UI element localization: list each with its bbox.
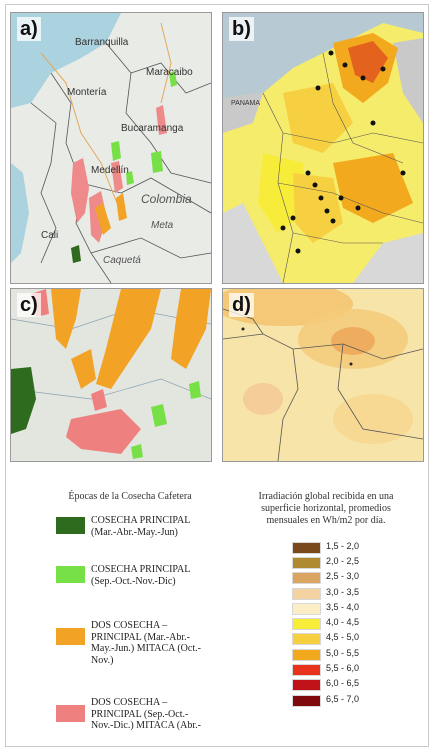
legend-swatch [292,572,321,584]
place-label: Montería [67,87,107,98]
legend-swatch [292,695,321,707]
place-label: Bucaramanga [121,123,184,134]
legend-swatch [292,603,321,615]
place-label: Cali [41,230,58,241]
panel-a-harvest-map: Barranquilla Maracaibo Montería Bucarama… [10,12,212,284]
harvest-legend-title: Épocas de la Cosecha Cafetera [68,491,192,502]
legend-label: 2,0 - 2,5 [326,556,360,566]
legend-label: 5,0 - 5,5 [326,648,360,658]
legend-label: DOS COSECHA – PRINCIPAL (Mar.-Abr.- May.… [91,620,201,666]
legend-label: 3,0 - 3,5 [326,587,360,597]
irradiation-legend-title: Irradiación global recibida en una super… [258,491,394,526]
panel-label-b: b) [229,17,254,41]
panel-c-harvest-detail-map: c) [10,288,212,462]
panel-b-map-graphic: PANAMA [223,13,423,283]
legend-label: 2,5 - 3,0 [326,571,360,581]
legend-label: 3,5 - 4,0 [326,602,360,612]
legend-swatch [56,705,85,722]
place-label: PANAMA [231,100,260,107]
place-label: Caquetá [103,255,141,266]
legend-swatch [292,542,321,554]
legend-label: 1,5 - 2,0 [326,541,360,551]
panel-a-place-labels: Barranquilla Maracaibo Montería Bucarama… [41,37,193,266]
legend-swatch [292,664,321,676]
legend-swatch [292,588,321,600]
legend-label: DOS COSECHA – PRINCIPAL (Sep.-Oct.- Nov.… [91,697,201,731]
panel-label-a: a) [17,17,41,41]
legend-swatch [292,618,321,630]
panel-label-c: c) [17,293,41,317]
legend-label: 4,5 - 5,0 [326,632,360,642]
legend-label: 4,0 - 4,5 [326,617,360,627]
legend-swatch [292,649,321,661]
legend-label: COSECHA PRINCIPAL (Mar.-Abr.-May.-Jun) [91,515,191,538]
legend-label: 6,5 - 7,0 [326,694,360,704]
legend-label: 5,5 - 6,0 [326,663,360,673]
legend-swatch [56,628,85,645]
place-label: Maracaibo [146,67,193,78]
legend-label: COSECHA PRINCIPAL (Sep.-Oct.-Nov.-Dic) [91,564,191,587]
panel-label-d: d) [229,293,254,317]
panel-c-map-graphic [11,289,211,461]
panel-d-map-graphic [223,289,423,461]
legend-swatch [292,557,321,569]
panel-a-map-graphic: Barranquilla Maracaibo Montería Bucarama… [11,13,211,283]
legend-label: 6,0 - 6,5 [326,678,360,688]
legend-swatch [56,566,85,583]
legend-swatch [292,633,321,645]
legend-swatch [292,679,321,691]
place-label: Barranquilla [75,37,129,48]
place-label: Colombia [141,192,192,206]
place-label: Meta [151,220,174,231]
panel-b-irradiation-map: PANAMA b) [222,12,424,284]
place-label: Medellín [91,165,129,176]
panel-d-irradiation-detail-map: d) [222,288,424,462]
legend-swatch [56,517,85,534]
